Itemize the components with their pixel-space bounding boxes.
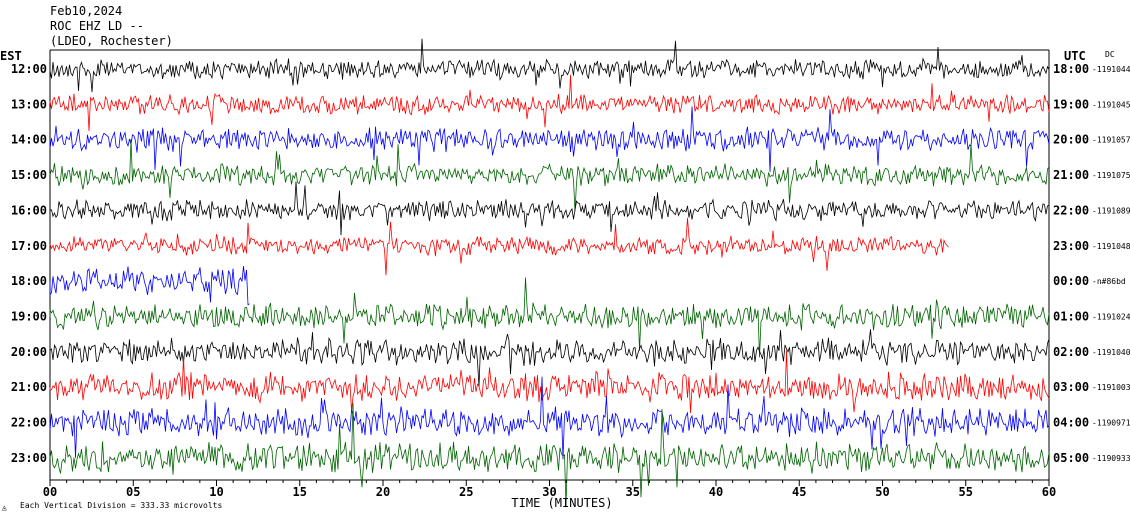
utc-header: UTC xyxy=(1064,49,1086,63)
scale-mark-icon: ◬ xyxy=(2,503,7,512)
est-time-label: 14:00 xyxy=(11,133,47,147)
est-time-label: 15:00 xyxy=(11,168,47,182)
est-header: EST xyxy=(0,49,22,63)
dc-offset-label: -1191044 xyxy=(1092,65,1130,74)
utc-time-label: 04:00 xyxy=(1053,416,1089,430)
utc-time-label: 22:00 xyxy=(1053,203,1089,217)
x-tick-label: 45 xyxy=(792,485,806,499)
utc-time-label: 05:00 xyxy=(1053,451,1089,465)
utc-time-label: 23:00 xyxy=(1053,239,1089,253)
x-tick-label: 25 xyxy=(459,485,473,499)
x-tick-label: 40 xyxy=(709,485,723,499)
dc-offset-label: -1191048 xyxy=(1092,242,1130,251)
x-tick-label: 00 xyxy=(43,485,57,499)
est-time-label: 23:00 xyxy=(11,451,47,465)
chart-title-location: (LDEO, Rochester) xyxy=(50,34,173,48)
est-time-label: 17:00 xyxy=(11,239,47,253)
trace-group xyxy=(49,38,1050,507)
scale-footer: Each Vertical Division = 333.33 microvol… xyxy=(20,501,222,510)
est-time-label: 12:00 xyxy=(11,62,47,76)
dc-offset-label: -1191040 xyxy=(1092,348,1130,357)
utc-time-label: 02:00 xyxy=(1053,345,1089,359)
x-tick-label: 20 xyxy=(376,485,390,499)
utc-time-label: 18:00 xyxy=(1053,62,1089,76)
trace-row xyxy=(49,38,1050,93)
trace-row xyxy=(49,277,1050,358)
dc-offset-label: -n#86bd xyxy=(1092,277,1126,286)
utc-time-label: 21:00 xyxy=(1053,168,1089,182)
est-time-label: 13:00 xyxy=(11,97,47,111)
dc-offset-label: -1191075 xyxy=(1092,171,1130,180)
utc-time-label: 19:00 xyxy=(1053,97,1089,111)
trace-row xyxy=(49,266,250,306)
est-time-label: 22:00 xyxy=(11,416,47,430)
est-time-label: 21:00 xyxy=(11,380,47,394)
trace-row xyxy=(49,139,1050,212)
est-time-label: 18:00 xyxy=(11,274,47,288)
x-tick-label: 05 xyxy=(126,485,140,499)
x-tick-label: 50 xyxy=(875,485,889,499)
trace-row xyxy=(49,350,1050,414)
est-time-label: 20:00 xyxy=(11,345,47,359)
x-axis-label: TIME (MINUTES) xyxy=(511,496,612,510)
trace-row xyxy=(49,181,1050,236)
chart-title-date: Feb10,2024 xyxy=(50,4,122,18)
trace-row xyxy=(49,376,1050,460)
dc-offset-label: -1191024 xyxy=(1092,312,1130,321)
trace-row xyxy=(49,329,1050,387)
trace-row xyxy=(49,402,1050,507)
trace-row xyxy=(49,217,949,276)
x-tick-label: 35 xyxy=(626,485,640,499)
utc-time-label: 01:00 xyxy=(1053,309,1089,323)
x-tick-label: 60 xyxy=(1042,485,1056,499)
est-time-label: 16:00 xyxy=(11,203,47,217)
utc-time-label: 00:00 xyxy=(1053,274,1089,288)
dc-offset-label: -1191003 xyxy=(1092,383,1130,392)
dc-offset-label: -1191089 xyxy=(1092,206,1130,215)
utc-time-label: 20:00 xyxy=(1053,133,1089,147)
x-tick-label: 15 xyxy=(293,485,307,499)
est-time-label: 19:00 xyxy=(11,309,47,323)
trace-row xyxy=(49,106,1050,173)
x-tick-label: 30 xyxy=(542,485,556,499)
dc-header: DC xyxy=(1105,50,1115,59)
dc-offset-label: -1190971 xyxy=(1092,419,1130,428)
dc-offset-label: -1191045 xyxy=(1092,100,1130,109)
x-axis: 00 05 10 15 20 25 30 35 40 45 50 55 60 xyxy=(43,480,1056,499)
trace-row xyxy=(49,74,1050,132)
chart-title-station: ROC EHZ LD -- xyxy=(50,19,144,33)
dc-offset-label: -1191057 xyxy=(1092,136,1130,145)
x-tick-label: 55 xyxy=(959,485,973,499)
plot-frame xyxy=(49,49,1050,481)
x-tick-label: 10 xyxy=(209,485,223,499)
dc-offset-label: -1190933 xyxy=(1092,454,1130,463)
utc-time-label: 03:00 xyxy=(1053,380,1089,394)
